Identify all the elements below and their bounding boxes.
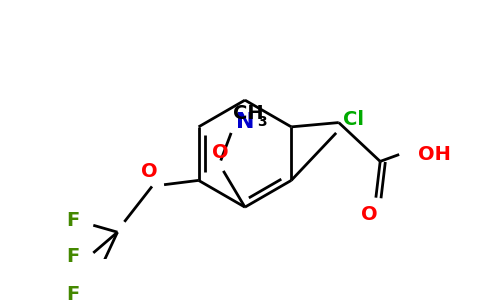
Text: F: F (66, 285, 79, 300)
Text: OH: OH (418, 145, 451, 164)
Text: O: O (212, 143, 229, 162)
Text: O: O (361, 205, 377, 224)
Text: 3: 3 (257, 115, 267, 129)
Text: F: F (66, 211, 79, 230)
Text: Cl: Cl (343, 110, 364, 130)
Text: O: O (140, 162, 157, 181)
Text: CH: CH (233, 103, 263, 123)
Text: N: N (236, 112, 254, 132)
Text: F: F (66, 247, 79, 266)
